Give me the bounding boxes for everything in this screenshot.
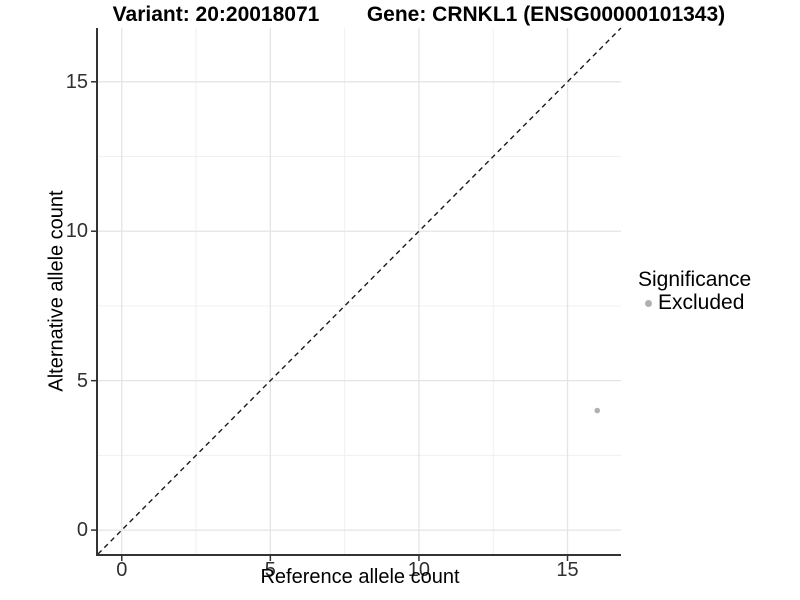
x-tick-label: 0 [116, 559, 128, 581]
x-tick-label: 5 [264, 559, 276, 581]
y-axis-title: Alternative allele count [45, 190, 68, 392]
y-tick-label: 15 [65, 70, 88, 93]
y-tick-label: 5 [76, 369, 88, 392]
legend-item-excluded: Excluded [636, 292, 751, 314]
legend: Significance Excluded [636, 267, 751, 314]
plot-title-gene: Gene: CRNKL1 (ENSG00000101343) [366, 3, 726, 26]
data-point [594, 407, 601, 414]
x-axis-title: Reference allele count [260, 566, 460, 588]
plot-title-variant: Variant: 20:20018071 [112, 3, 320, 26]
legend-point-icon [645, 299, 652, 307]
y-tick-label: 10 [65, 220, 88, 243]
x-tick-label: 10 [407, 559, 431, 581]
legend-item-label: Excluded [658, 291, 745, 314]
y-tick-label: 0 [76, 519, 88, 542]
legend-title: Significance [638, 268, 752, 291]
x-tick-label: 15 [556, 559, 579, 581]
identity-dashed-line [97, 27, 622, 555]
